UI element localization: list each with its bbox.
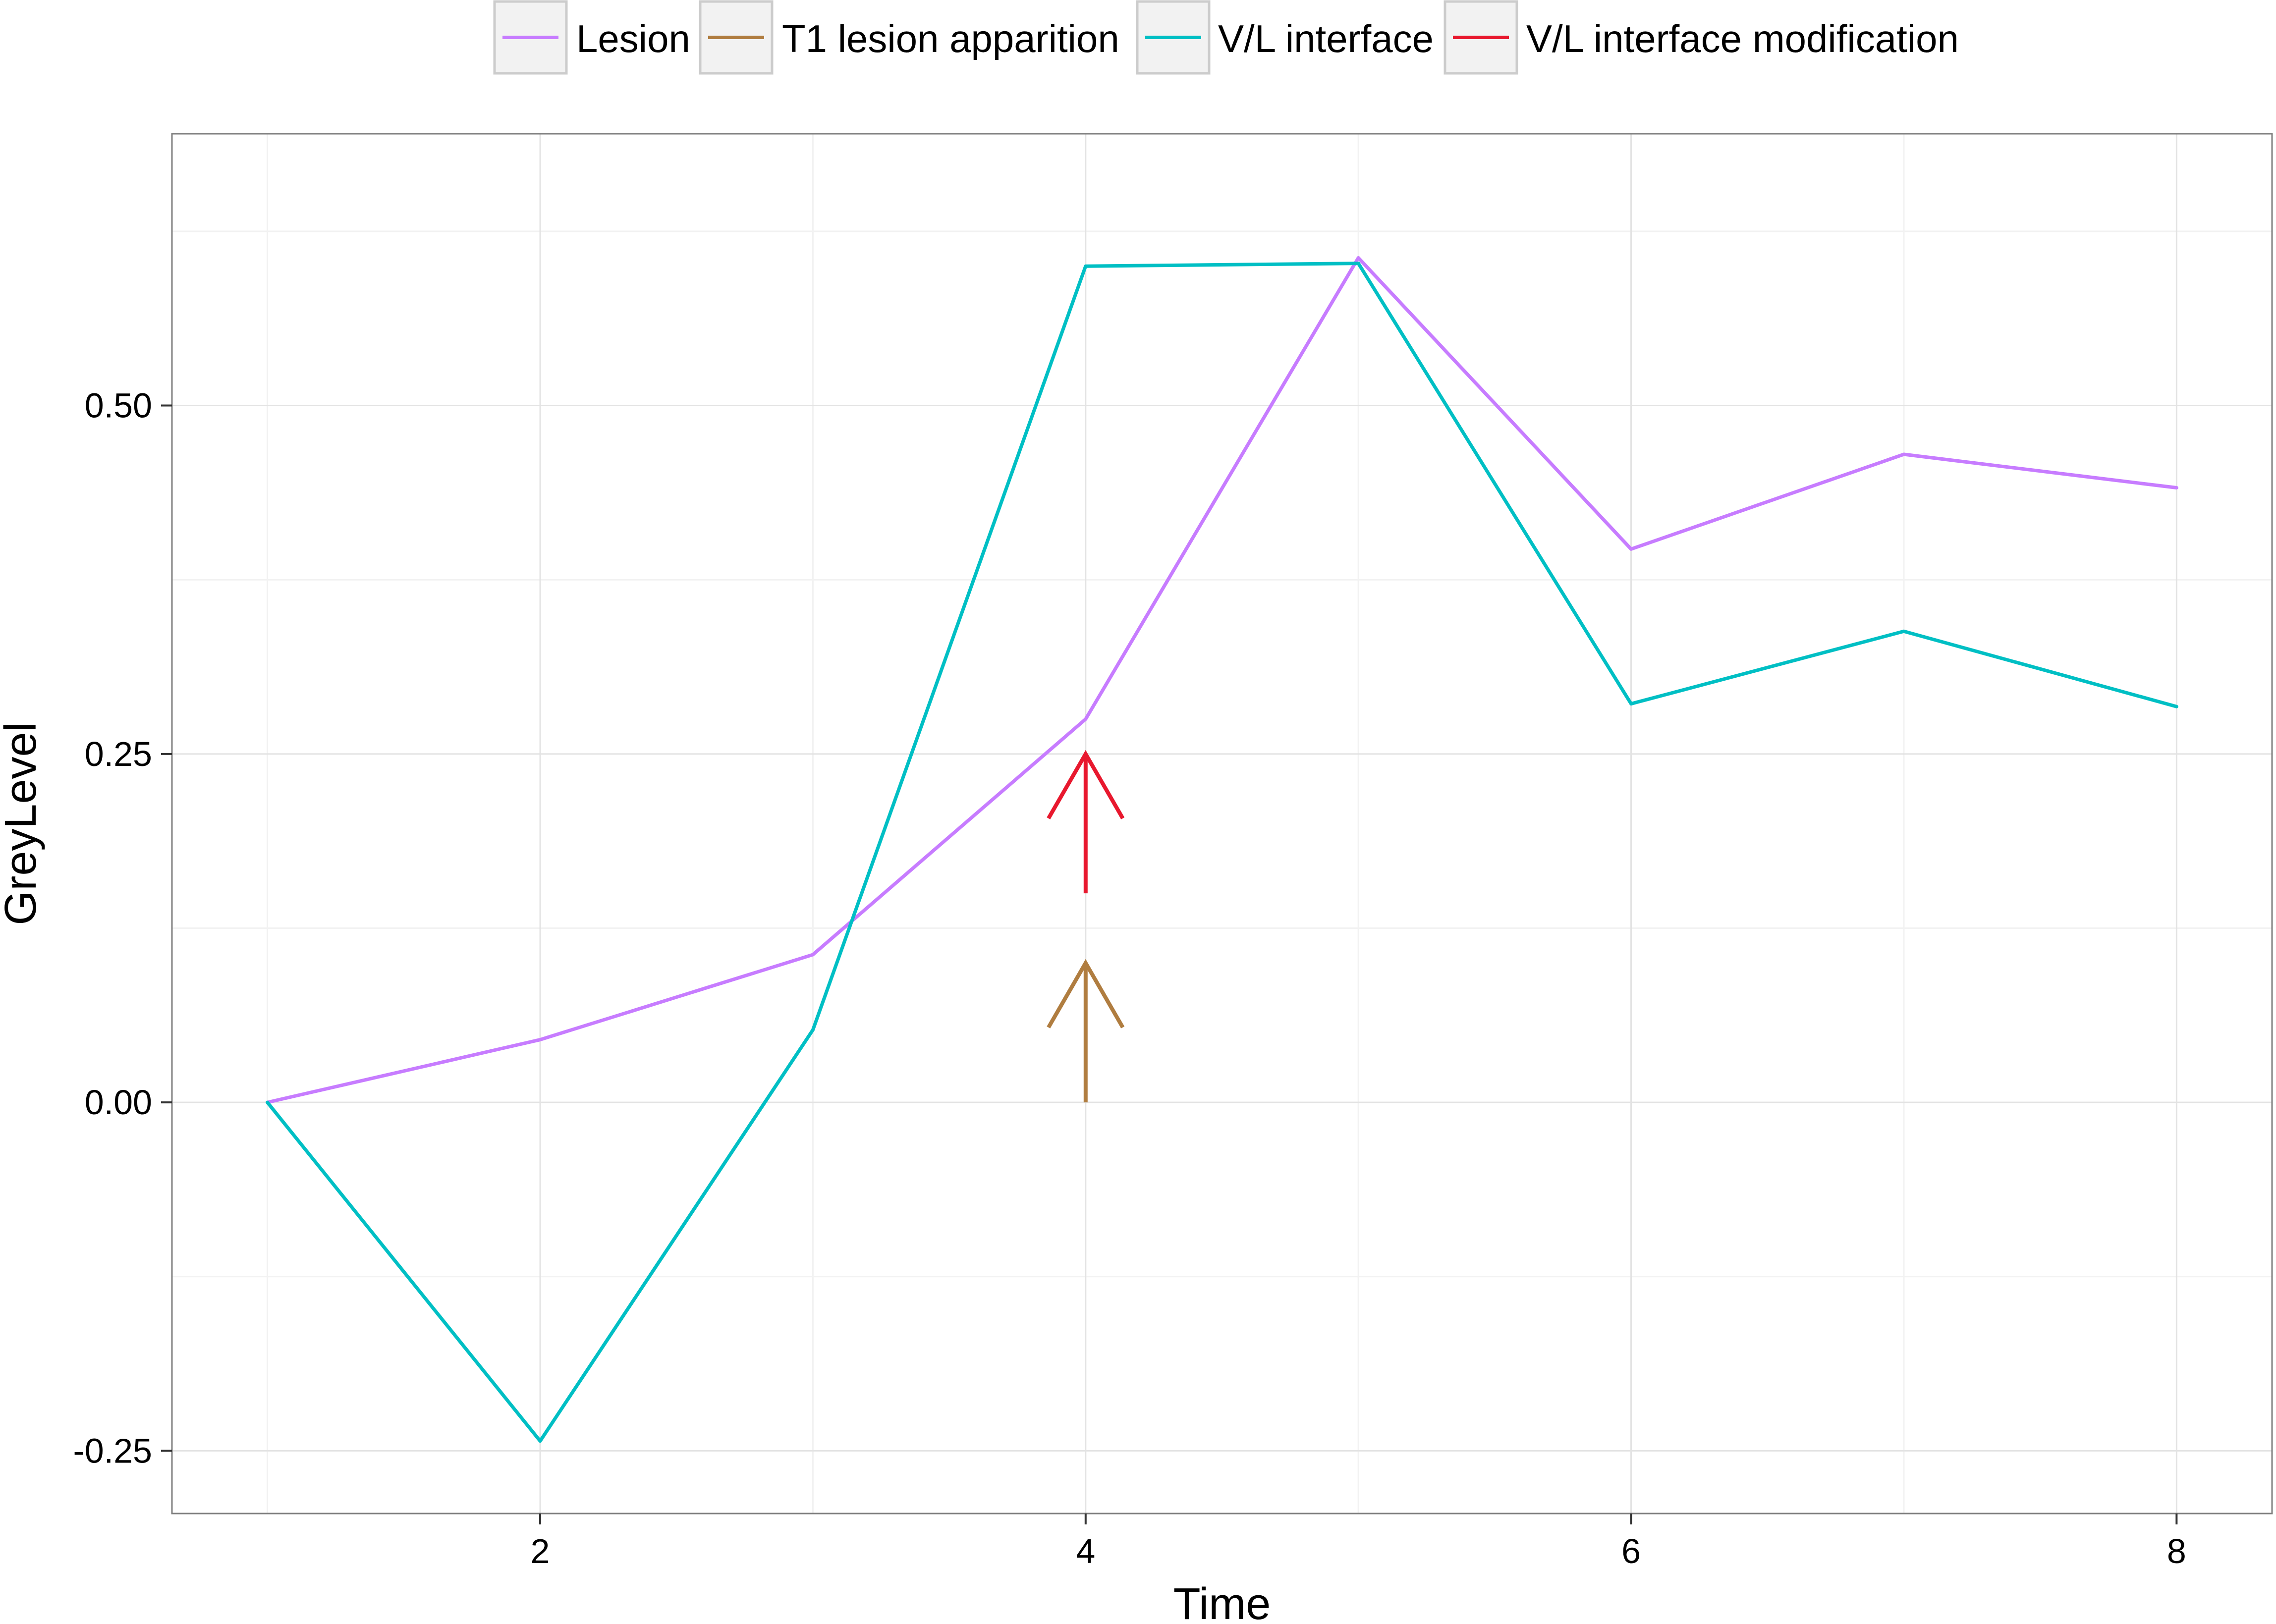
y-axis: -0.25 0.00 0.25 0.50 (73, 386, 172, 1470)
y-tick-label: 0.00 (85, 1083, 152, 1122)
arrow-annotation (1047, 750, 1125, 894)
legend-item: V/L interface (1136, 0, 1434, 75)
legend-label: V/L interface (1218, 17, 1434, 60)
y-tick-label: 0.25 (85, 735, 152, 773)
x-axis-title: Time (1173, 1579, 1271, 1624)
arrow-head (1047, 959, 1125, 1029)
plot-panel-border (171, 133, 2273, 1515)
plot-panel (172, 134, 2272, 1514)
x-tick-label: 8 (2167, 1532, 2186, 1570)
y-tick-label: 0.50 (85, 386, 152, 425)
annotation-layer (1047, 750, 1125, 1103)
legend-item: Lesion (493, 0, 690, 75)
arrow-head (1047, 750, 1125, 819)
x-tick-label: 4 (1076, 1532, 1095, 1570)
y-tick-label: -0.25 (73, 1431, 152, 1470)
legend-label: V/L interface modification (1526, 17, 1959, 60)
arrow-annotation (1047, 959, 1125, 1103)
grid-lines (172, 134, 2272, 1514)
legend-item: T1 lesion apparition (699, 0, 1119, 75)
y-axis-title: GreyLevel (0, 722, 46, 925)
legend-label: T1 lesion apparition (782, 17, 1119, 60)
series-line-lesion (266, 256, 2178, 1104)
legend: Lesion T1 lesion apparition V/L interface V… (493, 0, 1959, 75)
x-tick-label: 2 (531, 1532, 550, 1570)
x-tick-label: 6 (1621, 1532, 1641, 1570)
series-layer (266, 256, 2178, 1443)
legend-label: Lesion (576, 17, 690, 60)
legend-item: V/L interface modification (1443, 0, 1959, 75)
series-line-v-l-interface (266, 262, 2178, 1443)
x-axis: 2 4 6 8 (531, 1514, 2186, 1570)
